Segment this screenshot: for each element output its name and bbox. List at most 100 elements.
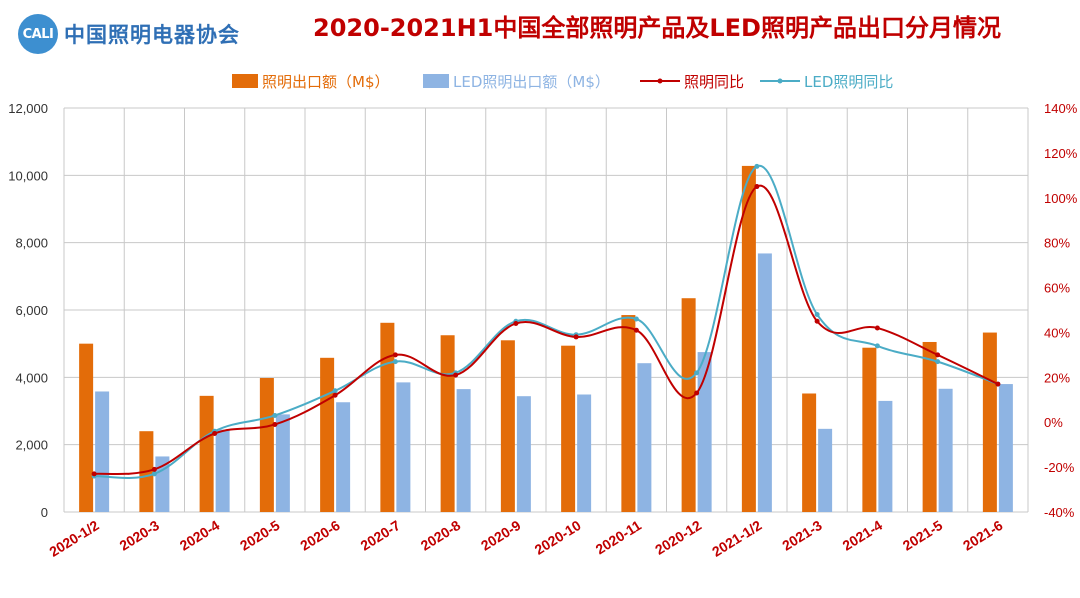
x-tick-label: 2020-9 (478, 517, 524, 554)
x-tick-label: 2021-5 (900, 517, 946, 554)
bar-led-export (998, 384, 1013, 512)
point-led-yoy (633, 316, 639, 322)
point-lighting-yoy (453, 372, 459, 378)
point-led-yoy (935, 359, 941, 365)
x-tick-label: 2021-3 (779, 517, 825, 554)
x-tick-label: 2020-4 (177, 517, 223, 554)
x-tick-label: 2020-3 (117, 517, 163, 554)
x-tick-label: 2021-4 (840, 517, 886, 554)
point-led-yoy (814, 311, 820, 317)
bar-lighting-export (982, 332, 997, 512)
bar-led-export (878, 400, 893, 512)
legend-swatch (423, 74, 449, 88)
point-lighting-yoy (573, 334, 579, 340)
right-tick-label: 60% (1044, 281, 1070, 296)
bar-lighting-export (621, 315, 636, 512)
left-tick-label: 10,000 (8, 168, 48, 183)
x-tick-label: 2020-6 (297, 517, 343, 554)
bar-led-export (637, 363, 652, 512)
bar-lighting-export (802, 393, 817, 512)
point-led-yoy (151, 471, 157, 477)
point-lighting-yoy (332, 392, 338, 398)
point-lighting-yoy (212, 430, 218, 436)
point-led-yoy (754, 163, 760, 169)
left-tick-label: 4,000 (15, 370, 48, 385)
legend-label: LED照明同比 (804, 73, 893, 91)
x-tick-label: 2021-6 (960, 517, 1006, 554)
x-tick-label: 2020-11 (593, 517, 645, 557)
x-tick-label: 2020-12 (652, 517, 704, 558)
right-tick-label: 20% (1044, 370, 1070, 385)
point-lighting-yoy (633, 327, 639, 333)
bar-led-export (757, 253, 772, 512)
point-lighting-yoy (513, 320, 519, 326)
bar-lighting-export (681, 298, 696, 512)
bar-led-export (155, 456, 170, 512)
right-tick-label: 120% (1044, 146, 1078, 161)
legend-label: 照明出口额（M$） (262, 73, 390, 91)
left-tick-label: 6,000 (15, 303, 48, 318)
point-lighting-yoy (995, 381, 1001, 387)
legend-label: LED照明出口额（M$） (453, 73, 610, 91)
point-lighting-yoy (151, 466, 157, 472)
point-led-yoy (694, 370, 700, 376)
bar-led-export (396, 382, 411, 512)
right-tick-label: -20% (1044, 460, 1075, 475)
bar-lighting-export (320, 357, 335, 512)
bar-led-export (275, 414, 290, 512)
point-lighting-yoy (694, 390, 700, 396)
right-tick-label: 40% (1044, 325, 1070, 340)
x-tick-label: 2020-8 (418, 517, 464, 554)
left-tick-label: 0 (41, 505, 48, 520)
chart-title: 2020-2021H1中国全部照明产品及LED照明产品出口分月情况 (313, 14, 1001, 42)
association-logo: CALI 中国照明电器协会 (18, 14, 240, 54)
point-lighting-yoy (935, 352, 941, 358)
bar-lighting-export (922, 341, 937, 512)
point-lighting-yoy (392, 352, 398, 358)
logo-mark: CALI (18, 14, 58, 54)
point-lighting-yoy (91, 471, 97, 477)
legend-marker (777, 78, 783, 84)
point-lighting-yoy (754, 184, 760, 190)
bar-lighting-export (741, 165, 756, 512)
bar-lighting-export (440, 335, 455, 512)
left-tick-label: 8,000 (15, 236, 48, 251)
right-tick-label: 140% (1044, 101, 1078, 116)
point-lighting-yoy (272, 421, 278, 427)
legend-swatch (232, 74, 258, 88)
x-tick-label: 2020-1/2 (46, 517, 102, 560)
bar-led-export (456, 389, 471, 512)
bar-led-export (938, 388, 953, 512)
point-led-yoy (392, 359, 398, 365)
bar-led-export (818, 428, 833, 512)
right-tick-label: -40% (1044, 505, 1075, 520)
bar-led-export (95, 391, 110, 512)
chart-header: CALI 中国照明电器协会 2020-2021H1中国全部照明产品及LED照明产… (0, 0, 1080, 70)
bar-led-export (577, 394, 592, 512)
bar-lighting-export (380, 322, 395, 512)
bar-lighting-export (862, 347, 877, 512)
bar-lighting-export (561, 345, 576, 512)
point-led-yoy (874, 343, 880, 349)
bar-led-export (516, 396, 531, 512)
right-tick-label: 100% (1044, 191, 1078, 206)
x-tick-label: 2020-7 (358, 517, 404, 554)
right-tick-label: 0% (1044, 415, 1063, 430)
x-tick-label: 2020-5 (237, 517, 283, 554)
bar-lighting-export (259, 378, 274, 512)
legend-label: 照明同比 (684, 73, 744, 91)
bar-led-export (336, 402, 351, 512)
left-tick-label: 2,000 (15, 438, 48, 453)
left-tick-label: 12,000 (8, 101, 48, 116)
right-tick-label: 80% (1044, 236, 1070, 251)
logo-text: 中国照明电器协会 (64, 22, 240, 47)
legend-marker (657, 78, 663, 84)
bar-led-export (215, 429, 230, 512)
x-tick-label: 2021-1/2 (709, 517, 765, 560)
x-tick-label: 2020-10 (532, 517, 584, 558)
point-led-yoy (272, 412, 278, 418)
point-lighting-yoy (874, 325, 880, 331)
point-led-yoy (332, 388, 338, 394)
bar-lighting-export (500, 340, 515, 512)
